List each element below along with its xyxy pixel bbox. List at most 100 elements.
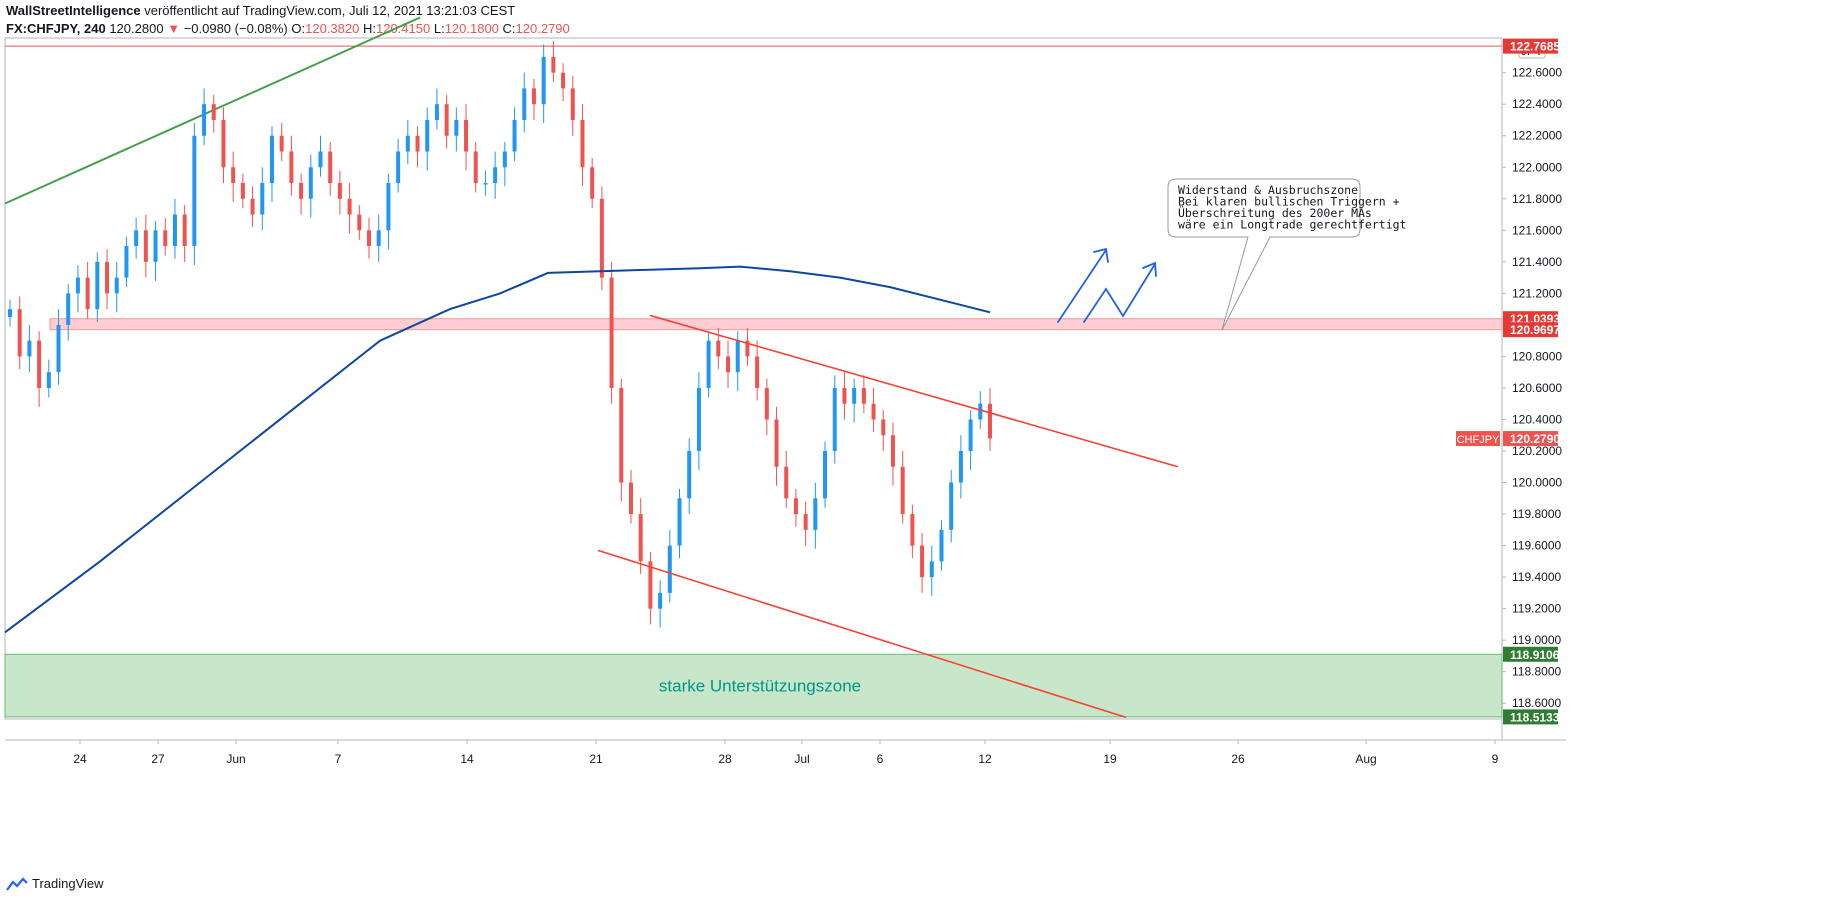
candle (599, 186, 604, 291)
x-tick-label: 6 (877, 752, 884, 766)
candle-body (46, 372, 51, 388)
price-tag (1503, 431, 1558, 447)
candle-body (105, 261, 110, 294)
candle-body (27, 340, 32, 357)
candle-body (153, 230, 158, 262)
candle (308, 154, 313, 218)
candle-body (8, 309, 12, 318)
candle-body (172, 214, 177, 247)
candle-body (347, 198, 352, 215)
y-tick-label: 120.4000 (1512, 412, 1562, 426)
candle (881, 410, 886, 452)
candle (968, 410, 973, 470)
candle (832, 375, 837, 464)
candle-body (929, 561, 934, 578)
candle (289, 135, 294, 196)
candle (260, 167, 265, 231)
candle (755, 340, 760, 401)
candle-body (609, 277, 614, 388)
candle (609, 261, 614, 404)
price-tag-label: 120.9697 (1510, 323, 1560, 337)
candle (502, 142, 507, 187)
candle (531, 78, 536, 120)
candle (551, 41, 556, 83)
candle-body (182, 214, 187, 247)
candle-body (454, 119, 459, 136)
candle-body (531, 88, 536, 105)
y-tick-label: 121.2000 (1512, 286, 1562, 300)
candle (745, 328, 750, 366)
candle (75, 265, 80, 313)
annotation-line: Überschreitung des 200er MAs (1178, 204, 1372, 220)
candle-body (774, 419, 779, 467)
candle-body (764, 387, 769, 420)
candle (8, 299, 12, 327)
candle (172, 198, 177, 259)
candle-body (231, 167, 236, 184)
candle-body (269, 135, 274, 184)
candle (415, 126, 420, 168)
candle-body (211, 104, 216, 120)
candle (628, 469, 633, 524)
candle (667, 529, 672, 603)
candle-body (512, 119, 517, 152)
candle (143, 214, 148, 278)
y-tick-label: 119.8000 (1512, 507, 1561, 521)
candle (124, 236, 129, 288)
candle-body (638, 514, 643, 562)
price-tag (1503, 709, 1558, 725)
candle (638, 498, 643, 574)
candle (658, 580, 663, 628)
candle (95, 252, 100, 322)
candle (27, 324, 32, 373)
candle (823, 441, 828, 508)
candle-body (813, 498, 818, 530)
candle (590, 157, 595, 209)
candle-body (958, 451, 963, 483)
plot-area[interactable] (4, 37, 1503, 720)
y-tick-label: 119.2000 (1512, 602, 1561, 616)
candle-body (143, 230, 148, 262)
candle-body (832, 387, 837, 452)
candle-body (648, 561, 653, 609)
author-name[interactable]: WallStreetIntelligence (6, 3, 141, 18)
candle-body (95, 261, 100, 310)
candle-body (444, 104, 449, 136)
candle (929, 545, 934, 597)
candle (231, 151, 236, 202)
high-label: H: (362, 21, 376, 36)
candle-body (357, 214, 362, 231)
candle-body (784, 466, 789, 499)
x-tick-label: 19 (1103, 752, 1117, 766)
candle (774, 406, 779, 486)
x-tick-label: 7 (335, 752, 342, 766)
candle-body (842, 387, 847, 404)
candle (376, 214, 381, 262)
candle (318, 135, 323, 177)
low-label: L: (433, 21, 445, 36)
price-tag (1503, 38, 1558, 54)
candle-body (250, 198, 255, 215)
candle-body (803, 514, 808, 530)
arrow-line (1083, 263, 1156, 323)
candle (367, 217, 372, 259)
candle-body (299, 183, 304, 199)
candle-body (279, 135, 284, 152)
symbol-label: FX:CHFJPY, 240 (6, 21, 106, 36)
resistance-zone (49, 318, 1503, 331)
candle (784, 451, 789, 508)
close-label: C: (502, 21, 516, 36)
brand-label[interactable]: TradingView (32, 876, 104, 891)
candle (803, 501, 808, 546)
candle (425, 107, 430, 171)
candle-body (473, 151, 478, 184)
candle-body (337, 183, 342, 199)
candle (793, 488, 798, 527)
candle (328, 142, 333, 196)
y-tick-label: 121.4000 (1512, 255, 1562, 269)
candle-body (735, 340, 740, 373)
price-tag (1503, 646, 1558, 662)
candle (279, 123, 284, 161)
